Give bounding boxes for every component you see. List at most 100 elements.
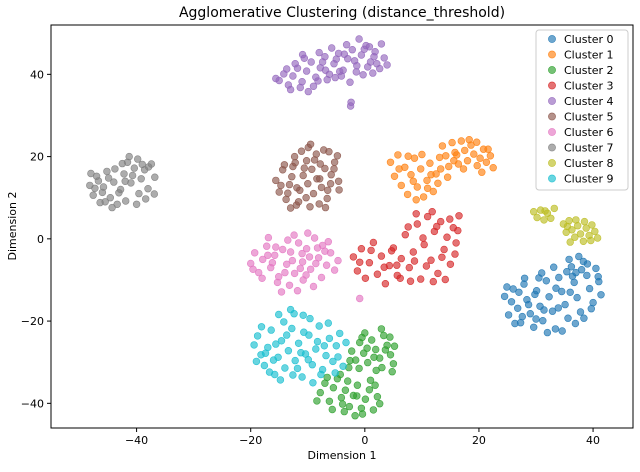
data-point bbox=[249, 265, 257, 273]
data-point bbox=[397, 181, 405, 190]
data-point bbox=[395, 165, 403, 173]
data-point bbox=[294, 198, 303, 206]
data-point bbox=[125, 152, 133, 161]
legend-label: Cluster 5 bbox=[564, 111, 614, 124]
data-point bbox=[302, 245, 311, 253]
data-point bbox=[290, 152, 299, 161]
data-point bbox=[330, 158, 339, 167]
data-point bbox=[592, 264, 600, 273]
data-point bbox=[558, 327, 566, 335]
data-point bbox=[348, 45, 356, 54]
data-point bbox=[332, 342, 340, 350]
data-point bbox=[312, 345, 320, 353]
data-point bbox=[321, 247, 329, 255]
data-point bbox=[289, 72, 297, 80]
data-point bbox=[327, 171, 335, 179]
data-point bbox=[150, 190, 159, 198]
data-point bbox=[377, 252, 386, 260]
data-point bbox=[576, 308, 585, 316]
data-point bbox=[470, 150, 478, 158]
data-point bbox=[304, 87, 312, 96]
data-point bbox=[134, 155, 142, 163]
data-point bbox=[367, 246, 375, 255]
data-point bbox=[352, 68, 360, 76]
data-point bbox=[322, 261, 331, 269]
data-point bbox=[529, 323, 538, 331]
data-point bbox=[573, 293, 581, 302]
data-point bbox=[290, 310, 298, 318]
data-point bbox=[355, 364, 363, 373]
data-point bbox=[339, 362, 347, 370]
data-point bbox=[309, 379, 317, 387]
data-point bbox=[315, 200, 323, 208]
data-point bbox=[121, 197, 130, 205]
legend-label: Cluster 1 bbox=[564, 49, 614, 62]
data-point bbox=[365, 386, 374, 394]
data-point bbox=[293, 287, 302, 295]
data-point bbox=[296, 264, 304, 273]
data-point bbox=[557, 287, 566, 296]
legend: Cluster 0 Cluster 1 Cluster 2 Cluster 3 Clus… bbox=[535, 29, 629, 191]
data-point bbox=[304, 356, 312, 364]
legend-marker bbox=[548, 128, 556, 136]
data-point bbox=[459, 165, 468, 173]
data-point bbox=[315, 322, 323, 330]
data-point bbox=[576, 230, 585, 238]
data-point bbox=[577, 266, 586, 274]
data-point bbox=[370, 52, 378, 61]
data-point bbox=[594, 273, 602, 281]
data-point bbox=[473, 161, 481, 170]
data-point bbox=[358, 333, 366, 342]
data-point bbox=[357, 245, 366, 253]
data-point bbox=[423, 176, 431, 185]
data-point bbox=[302, 67, 311, 75]
data-point bbox=[423, 184, 432, 193]
data-point bbox=[429, 187, 437, 196]
data-point bbox=[489, 164, 497, 172]
data-point bbox=[571, 319, 580, 328]
data-point bbox=[383, 61, 391, 69]
data-point bbox=[360, 349, 368, 357]
y-tick-label: 0 bbox=[37, 233, 44, 246]
data-point bbox=[329, 384, 338, 392]
data-point bbox=[529, 208, 538, 216]
data-point bbox=[404, 223, 412, 231]
legend-label: Cluster 0 bbox=[564, 33, 614, 46]
data-point bbox=[286, 85, 295, 94]
legend-label: Cluster 6 bbox=[564, 126, 614, 139]
data-point bbox=[455, 212, 463, 220]
data-point bbox=[346, 356, 354, 365]
data-point bbox=[284, 189, 292, 197]
data-point bbox=[286, 248, 295, 256]
data-point bbox=[585, 284, 594, 293]
data-point bbox=[410, 257, 419, 265]
data-point bbox=[561, 300, 569, 309]
data-point bbox=[532, 315, 540, 323]
series-5 bbox=[272, 140, 343, 212]
data-point bbox=[394, 151, 402, 159]
data-point bbox=[285, 180, 294, 189]
data-point bbox=[361, 395, 370, 403]
data-point bbox=[251, 249, 259, 257]
data-point bbox=[537, 269, 546, 277]
data-point bbox=[328, 44, 336, 52]
legend-marker bbox=[548, 174, 556, 183]
data-point bbox=[304, 180, 312, 188]
data-point bbox=[258, 274, 266, 282]
data-point bbox=[443, 233, 451, 241]
data-point bbox=[328, 405, 336, 414]
legend-marker bbox=[548, 35, 556, 43]
data-point bbox=[296, 83, 304, 92]
data-point bbox=[310, 234, 319, 242]
chart-title: Agglomerative Clustering (distance_thres… bbox=[179, 5, 505, 21]
data-point bbox=[280, 318, 288, 326]
legend-label: Cluster 7 bbox=[564, 142, 614, 155]
data-point bbox=[591, 227, 599, 236]
data-point bbox=[381, 280, 390, 288]
data-point bbox=[413, 220, 421, 228]
data-point bbox=[370, 353, 378, 361]
data-point bbox=[377, 40, 386, 48]
data-point bbox=[531, 290, 539, 299]
data-point bbox=[520, 274, 529, 282]
